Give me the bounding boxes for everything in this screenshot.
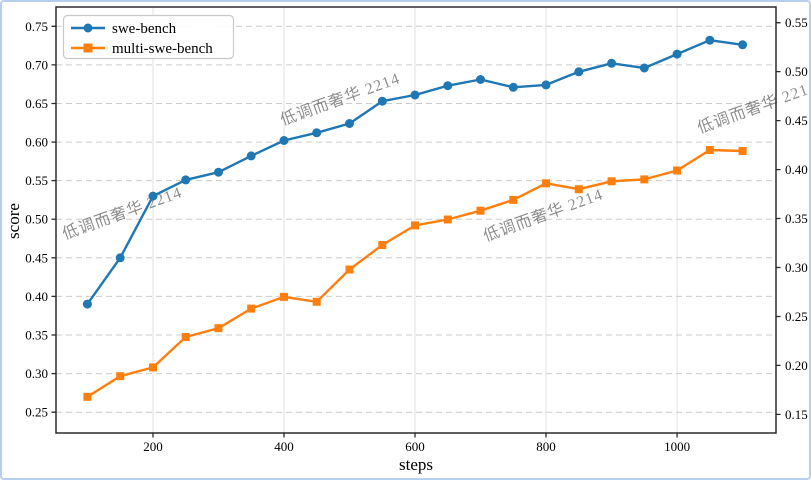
data-point xyxy=(411,221,419,230)
right-tick-label: 0.25 xyxy=(785,309,808,324)
data-point xyxy=(378,241,387,249)
data-point xyxy=(738,147,747,155)
data-point xyxy=(148,191,158,201)
data-point xyxy=(115,253,125,263)
series-multi-swe-bench xyxy=(83,146,747,401)
data-point xyxy=(541,80,551,90)
right-tick-label: 0.45 xyxy=(785,113,808,128)
left-tick-label: 0.25 xyxy=(25,405,48,420)
data-point xyxy=(312,128,322,138)
left-tick-label: 0.55 xyxy=(25,173,48,188)
data-point xyxy=(83,392,92,401)
data-point xyxy=(181,175,191,185)
data-point xyxy=(214,167,223,177)
axis-ticks xyxy=(51,22,781,438)
data-point xyxy=(542,179,550,188)
data-point xyxy=(377,96,387,106)
data-point xyxy=(574,185,583,194)
left-tick-label: 0.30 xyxy=(25,366,48,381)
left-tick-label: 0.70 xyxy=(25,57,48,72)
data-point xyxy=(280,292,288,301)
data-point xyxy=(149,363,157,372)
data-point xyxy=(345,265,354,274)
legend-square-marker-icon xyxy=(83,43,93,53)
x-tick-label: 800 xyxy=(536,439,556,454)
data-point xyxy=(705,146,714,154)
data-point xyxy=(443,81,453,91)
series-swe-bench xyxy=(82,35,748,309)
legend-circle-marker-icon xyxy=(83,23,93,33)
data-point xyxy=(476,206,485,215)
left-tick-label: 0.65 xyxy=(25,96,48,111)
data-point xyxy=(116,372,125,381)
right-tick-label: 0.20 xyxy=(785,358,808,373)
data-point xyxy=(476,75,485,84)
x-tick-label: 200 xyxy=(143,439,163,454)
right-tick-label: 0.30 xyxy=(785,260,808,275)
right-tick-label: 0.55 xyxy=(785,15,808,30)
data-point xyxy=(738,40,748,50)
data-point xyxy=(672,49,682,59)
data-point xyxy=(607,177,616,186)
x-tick-label: 1000 xyxy=(664,439,690,454)
y-axis-label: score xyxy=(4,203,23,239)
series-layer xyxy=(82,35,748,401)
watermark-text: 低调而奢华 2214 xyxy=(60,183,185,243)
data-point xyxy=(181,333,190,341)
data-point xyxy=(345,119,354,128)
right-tick-label: 0.15 xyxy=(785,407,808,422)
x-tick-label: 600 xyxy=(405,439,425,454)
legend-label-swe-bench: swe-bench xyxy=(112,21,177,37)
data-point xyxy=(574,67,584,77)
watermark-text: 低调而奢华 2214 xyxy=(481,185,606,245)
right-tick-label: 0.35 xyxy=(785,211,808,226)
data-point xyxy=(279,136,289,145)
right-tick-label: 0.50 xyxy=(785,64,808,79)
data-point xyxy=(82,299,92,309)
data-point xyxy=(247,304,256,313)
left-tick-label: 0.45 xyxy=(25,250,48,265)
data-point xyxy=(607,58,617,68)
watermark-text: 低调而奢华 2214 xyxy=(695,77,809,137)
left-tick-label: 0.40 xyxy=(25,289,48,304)
data-point xyxy=(312,297,321,306)
left-tick-label: 0.35 xyxy=(25,328,48,343)
legend-box xyxy=(62,14,235,60)
legend-label-multi-swe-bench: multi-swe-bench xyxy=(112,41,213,57)
x-tick-label: 400 xyxy=(274,439,294,454)
data-point xyxy=(214,324,223,333)
left-tick-label: 0.75 xyxy=(25,19,48,34)
data-point xyxy=(509,195,518,204)
x-axis-tick-labels: 200 400 600 800 1000 xyxy=(143,439,690,454)
data-point xyxy=(705,35,715,45)
plot-border xyxy=(55,6,777,434)
data-point xyxy=(639,63,649,73)
data-point xyxy=(640,175,649,184)
gridlines xyxy=(56,7,776,433)
left-axis-tick-labels: 0.25 0.30 0.35 0.40 0.45 0.50 0.55 0.60 0.65 0.70… xyxy=(25,19,48,420)
right-tick-label: 0.40 xyxy=(785,162,808,177)
left-tick-label: 0.50 xyxy=(25,212,48,227)
x-axis-label: steps xyxy=(399,455,433,474)
data-point xyxy=(410,90,420,100)
data-point xyxy=(246,151,256,161)
data-point xyxy=(673,166,682,175)
data-point xyxy=(508,82,518,92)
legend: swe-bench multi-swe-bench xyxy=(62,14,235,60)
right-axis-tick-labels: 0.15 0.20 0.25 0.30 0.35 0.40 0.45 0.50 0.55 xyxy=(785,15,808,422)
data-point xyxy=(443,215,452,224)
left-tick-label: 0.60 xyxy=(25,135,48,150)
